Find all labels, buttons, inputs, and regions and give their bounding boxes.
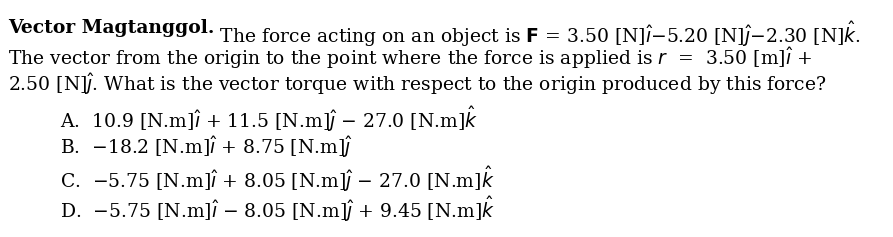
Text: B.  −18.2 [N.m]$\hat{\imath}$ + 8.75 [N.m]$\hat{\jmath}$: B. −18.2 [N.m]$\hat{\imath}$ + 8.75 [N.m… [60, 134, 353, 160]
Text: 2.50 [N]$\hat{\jmath}$. What is the vector torque with respect to the origin pro: 2.50 [N]$\hat{\jmath}$. What is the vect… [8, 71, 827, 97]
Text: D.  −5.75 [N.m]$\hat{\imath}$ − 8.05 [N.m]$\hat{\jmath}$ + 9.45 [N.m]$\hat{k}$: D. −5.75 [N.m]$\hat{\imath}$ − 8.05 [N.m… [60, 194, 496, 224]
Text: The force acting on an object is $\mathbf{F}$ = 3.50 [N]$\hat{\imath}$−5.20 [N]$: The force acting on an object is $\mathb… [214, 19, 861, 49]
Text: C.  −5.75 [N.m]$\hat{\imath}$ + 8.05 [N.m]$\hat{\jmath}$ − 27.0 [N.m]$\hat{k}$: C. −5.75 [N.m]$\hat{\imath}$ + 8.05 [N.m… [60, 164, 495, 194]
Text: The vector from the origin to the point where the force is applied is $r$  =  3.: The vector from the origin to the point … [8, 45, 812, 71]
Text: A.  10.9 [N.m]$\hat{\imath}$ + 11.5 [N.m]$\hat{\jmath}$ − 27.0 [N.m]$\hat{k}$: A. 10.9 [N.m]$\hat{\imath}$ + 11.5 [N.m]… [60, 104, 478, 134]
Text: Vector Magtanggol.: Vector Magtanggol. [8, 19, 214, 37]
